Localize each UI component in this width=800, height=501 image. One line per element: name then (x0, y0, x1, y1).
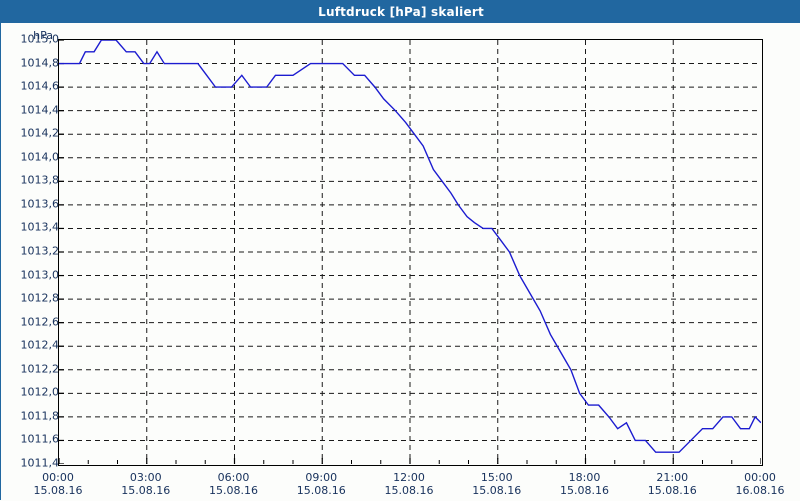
x-axis-tick-label: 00:00 15.08.16 (34, 471, 83, 497)
y-axis-tick-label: 1013,8 (20, 173, 60, 187)
y-axis-tick-label: 1011,8 (20, 409, 60, 423)
x-tick-date: 15.08.16 (209, 484, 258, 497)
y-axis-tick-label: 1014,2 (20, 126, 60, 140)
x-axis-tick-label: 06:00 15.08.16 (209, 471, 258, 497)
x-tick-time: 06:00 (217, 471, 250, 484)
x-axis-tick-label: 15:00 15.08.16 (472, 471, 521, 497)
x-tick-date: 15.08.16 (647, 484, 697, 497)
y-axis-tick-label: 1013,0 (20, 268, 60, 282)
window-titlebar: Luftdruck [hPa] skaliert (1, 1, 800, 23)
x-tick-date: 15.08.16 (384, 484, 434, 497)
y-axis-tick-label: 1014,0 (20, 150, 60, 164)
y-axis-tick-label: 1013,4 (20, 220, 60, 234)
x-tick-time: 00:00 (42, 471, 74, 484)
x-tick-time: 03:00 (129, 471, 162, 484)
x-tick-date: 15.08.16 (560, 484, 609, 497)
x-axis-tick-label: 18:00 15.08.16 (560, 471, 609, 497)
x-tick-date: 15.08.16 (472, 484, 522, 497)
x-tick-time: 00:00 (744, 471, 776, 484)
y-axis-unit-label: hPa (33, 29, 53, 42)
x-axis-tick-label: 03:00 15.08.16 (121, 471, 170, 497)
x-tick-time: 12:00 (393, 471, 425, 484)
chart-canvas: hPa 1015,0 1014,8 1014,6 1014,4 1014,2 1014,0… (1, 23, 800, 501)
x-tick-date: 16.08.16 (735, 484, 785, 497)
x-tick-time: 21:00 (656, 471, 689, 484)
y-axis-tick-label: 1012,0 (20, 385, 60, 399)
x-axis-tick-label: 12:00 15.08.16 (385, 471, 434, 497)
y-axis-tick-label: 1012,4 (20, 338, 60, 352)
page-title: Luftdruck [hPa] skaliert (318, 5, 484, 19)
y-axis-tick-label: 1012,2 (20, 362, 60, 376)
y-axis-tick-label: 1013,6 (20, 197, 60, 211)
x-tick-date: 15.08.16 (33, 484, 83, 497)
x-axis-tick-label: 00:00 16.08.16 (736, 471, 785, 497)
x-tick-date: 15.08.16 (121, 484, 171, 497)
y-axis-tick-label: 1011,6 (20, 432, 60, 446)
x-axis-tick-label: 09:00 15.08.16 (297, 471, 346, 497)
y-axis-tick-label: 1012,8 (20, 291, 60, 305)
chart-svg (59, 40, 761, 464)
x-tick-time: 09:00 (305, 471, 338, 484)
x-tick-time: 15:00 (480, 471, 513, 484)
y-axis-tick-label: 1015,0 (20, 32, 60, 46)
y-axis-tick-label: 1011,4 (20, 456, 60, 470)
vertical-gridlines (59, 40, 761, 464)
x-tick-time: 18:00 (568, 471, 601, 484)
pressure-series-line (59, 40, 761, 453)
minor-tick-marks (87, 460, 733, 464)
x-tick-date: 15.08.16 (296, 484, 346, 497)
y-axis-tick-label: 1014,4 (20, 103, 60, 117)
y-axis-tick-label: 1014,6 (20, 79, 60, 93)
x-axis-tick-label: 21:00 15.08.16 (648, 471, 697, 497)
y-axis-tick-label: 1014,8 (20, 56, 60, 70)
y-axis-tick-label: 1012,6 (20, 315, 60, 329)
y-axis-tick-label: 1013,2 (20, 244, 60, 258)
plot-area (58, 39, 763, 466)
